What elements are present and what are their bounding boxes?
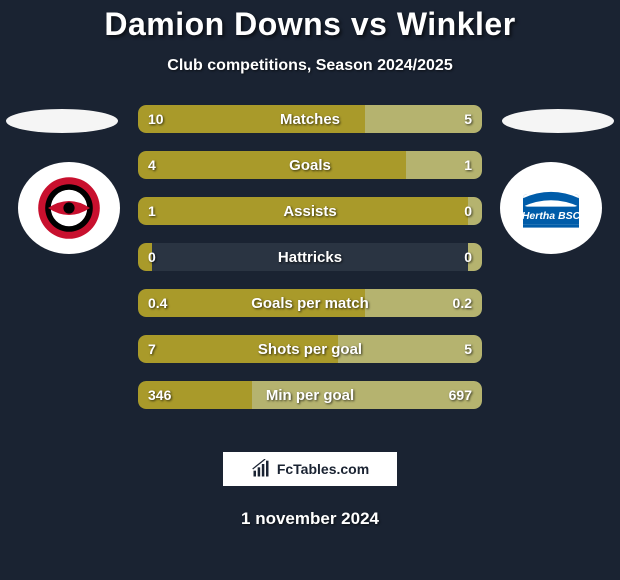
- crest-right: Hertha BSC: [500, 162, 602, 254]
- oval-left: [6, 109, 118, 133]
- crest-left-icon: [34, 173, 104, 243]
- stat-label: Matches: [138, 105, 482, 133]
- svg-text:Hertha BSC: Hertha BSC: [522, 210, 581, 222]
- page-subtitle: Club competitions, Season 2024/2025: [0, 57, 620, 75]
- stat-row: 10Assists: [138, 197, 482, 225]
- stat-label: Goals: [138, 151, 482, 179]
- stat-label: Shots per goal: [138, 335, 482, 363]
- stat-row: 75Shots per goal: [138, 335, 482, 363]
- stat-row: 00Hattricks: [138, 243, 482, 271]
- comparison-arena: Hertha BSC 105Matches 41Goals 10Assists 00H…: [0, 105, 620, 435]
- page-title: Damion Downs vs Winkler: [0, 0, 620, 43]
- stat-row: 0.40.2Goals per match: [138, 289, 482, 317]
- stat-row: 41Goals: [138, 151, 482, 179]
- stat-label: Assists: [138, 197, 482, 225]
- stat-bars: 105Matches 41Goals 10Assists 00Hattricks 0.4…: [138, 105, 482, 427]
- oval-right: [502, 109, 614, 133]
- crest-right-icon: Hertha BSC: [516, 173, 586, 243]
- crest-left: [18, 162, 120, 254]
- stat-label: Hattricks: [138, 243, 482, 271]
- branding-text: FcTables.com: [277, 461, 369, 477]
- stat-label: Goals per match: [138, 289, 482, 317]
- chart-icon: [251, 459, 271, 479]
- date-text: 1 november 2024: [0, 509, 620, 529]
- stat-label: Min per goal: [138, 381, 482, 409]
- branding-badge: FcTables.com: [222, 451, 398, 487]
- stat-row: 105Matches: [138, 105, 482, 133]
- stat-row: 346697Min per goal: [138, 381, 482, 409]
